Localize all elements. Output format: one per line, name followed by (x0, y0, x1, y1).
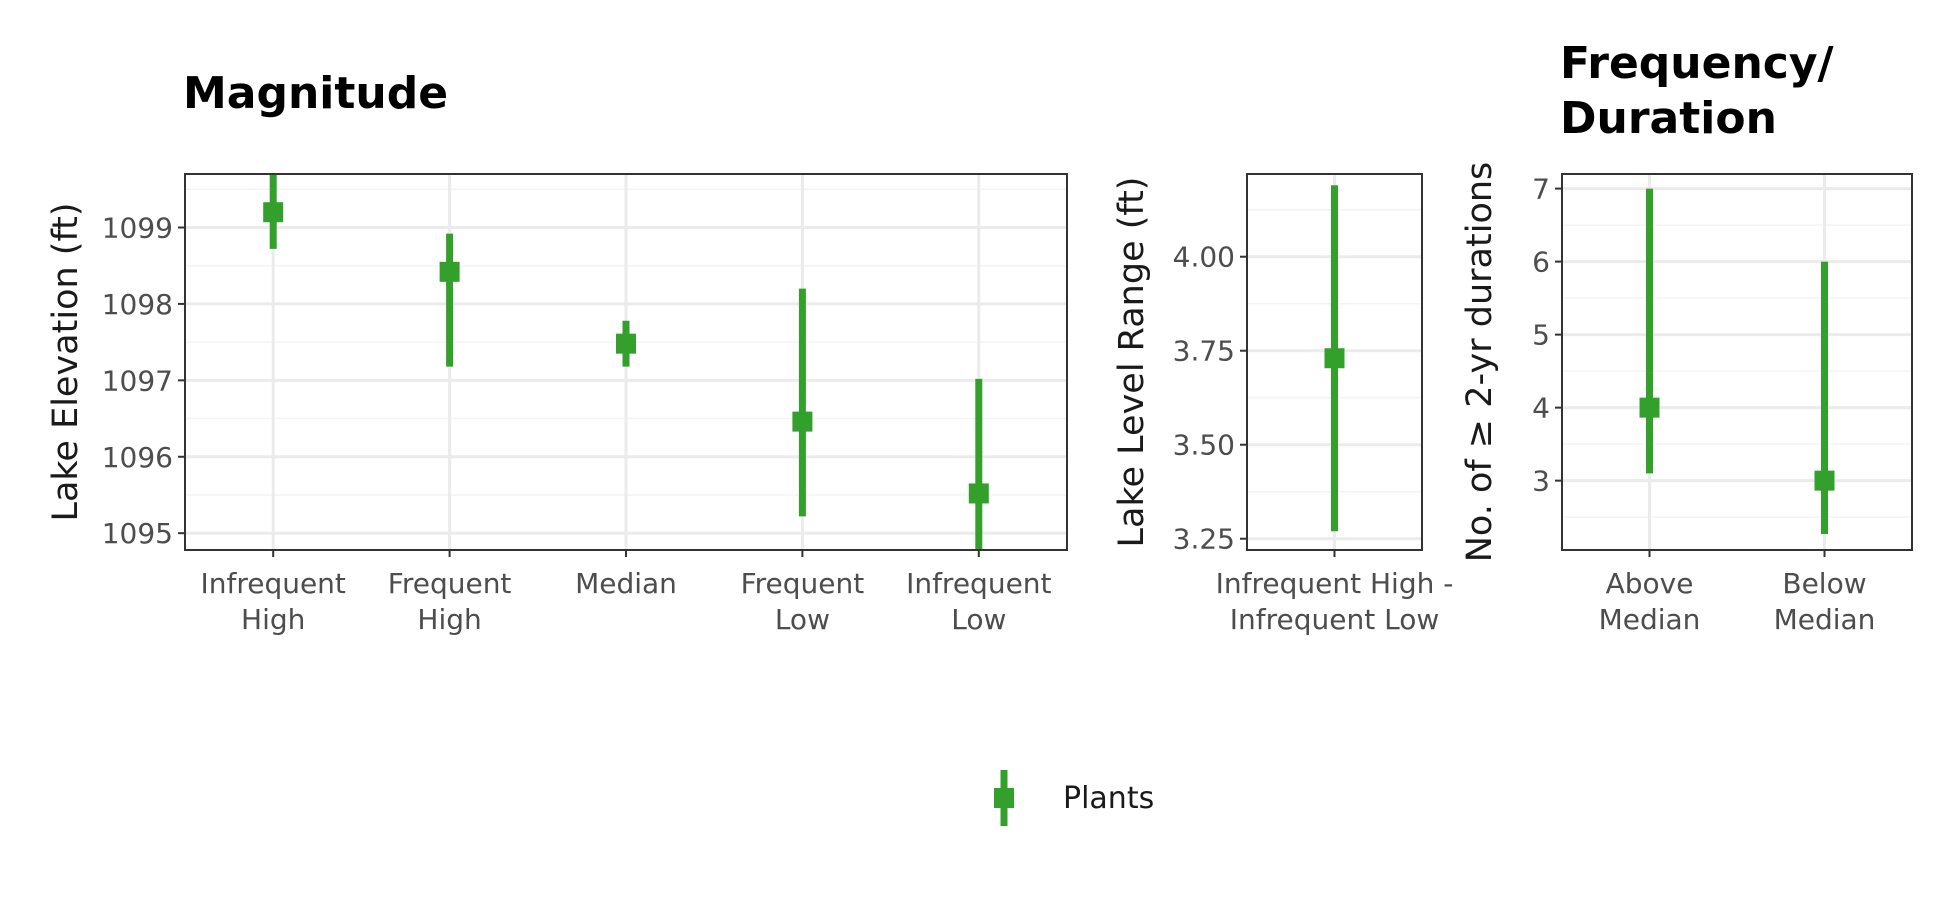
panel-2: 3.25 3.50 3.75 4.00 Infrequent High -Infrequ… (1112, 173, 1454, 636)
y-tick-label: 5 (1532, 319, 1550, 352)
y-tick-label: 3 (1532, 465, 1550, 498)
panel-title: Duration (1560, 93, 1777, 144)
y-tick-label: 3.50 (1173, 429, 1235, 462)
panel-border (1561, 173, 1913, 551)
panel-border (184, 173, 1068, 551)
y-tick-label: 1098 (102, 288, 173, 321)
data-point (1814, 470, 1835, 491)
legend: Plants (994, 770, 1154, 826)
data-point (263, 202, 284, 223)
x-tick-label: Below (1782, 567, 1866, 600)
x-tick-label: Above (1606, 567, 1694, 600)
x-tick-label: Infrequent (906, 567, 1051, 600)
y-tick-label: 6 (1532, 246, 1550, 279)
legend-key-point (994, 788, 1014, 808)
y-tick-label: 1096 (102, 441, 173, 474)
x-tick-label: Frequent (388, 567, 512, 600)
x-tick-label: Low (951, 603, 1006, 636)
x-tick-label: Infrequent Low (1230, 603, 1440, 636)
y-axis-title: Lake Level Range (ft) (1112, 177, 1152, 548)
y-tick-label: 1095 (102, 517, 173, 550)
data-point (1324, 348, 1345, 369)
x-tick-label: High (241, 603, 305, 636)
x-tick-label: Frequent (741, 567, 865, 600)
data-point (968, 483, 989, 504)
data-point (792, 411, 813, 432)
y-axis-title: No. of ≥ 2-yr durations (1460, 162, 1500, 563)
x-tick-label: Low (775, 603, 830, 636)
data-point (439, 261, 460, 282)
y-tick-label: 4.00 (1173, 241, 1235, 274)
x-tick-label: Infrequent (200, 567, 345, 600)
y-tick-label: 3.75 (1173, 335, 1235, 368)
y-tick-label: 4 (1532, 392, 1550, 425)
data-point (1639, 397, 1660, 418)
legend-label: Plants (1063, 781, 1154, 816)
x-tick-label: Median (575, 567, 677, 600)
panel-1: 10951096109710981099InfrequentHighFreque… (46, 68, 1068, 636)
x-tick-label: High (417, 603, 481, 636)
data-point (616, 333, 636, 354)
panel-title: Magnitude (183, 68, 448, 119)
y-tick-label: 1097 (102, 364, 173, 397)
panel-title: Frequency/ (1560, 38, 1835, 89)
y-axis-title: Lake Elevation (ft) (46, 202, 86, 521)
y-tick-label: 1099 (102, 211, 173, 244)
y-tick-label: 3.25 (1173, 523, 1235, 556)
x-tick-label: Median (1774, 603, 1876, 636)
panel-border (1246, 173, 1423, 551)
x-tick-label: Infrequent High - (1216, 567, 1454, 600)
x-tick-label: Median (1599, 603, 1701, 636)
y-tick-label: 7 (1532, 173, 1550, 206)
